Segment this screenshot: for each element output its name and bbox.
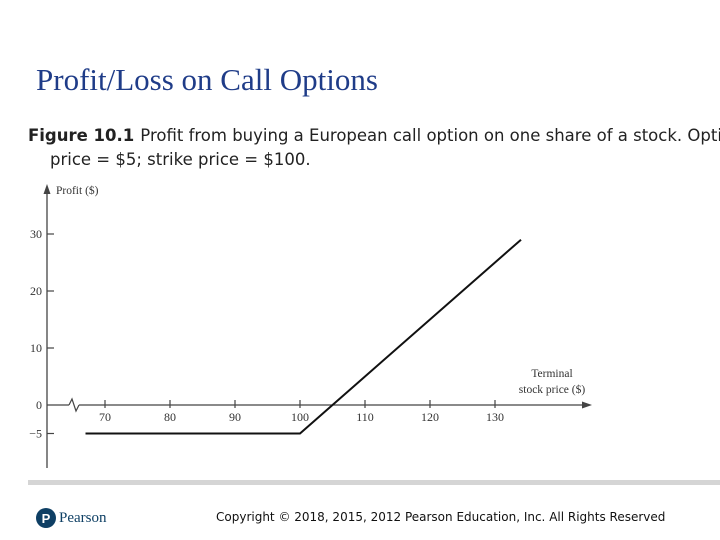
caption-line-2: price = $5; strike price = $100. [50, 150, 311, 169]
y-tick-label: −5 [29, 427, 42, 441]
y-tick-label: 20 [30, 284, 42, 298]
x-tick-label: 70 [99, 410, 111, 424]
profit-line [85, 238, 522, 435]
x-axis-break [68, 397, 80, 413]
pearson-logo: P Pearson [36, 508, 107, 528]
chart-axes [43, 184, 592, 468]
y-tick-label: 0 [36, 398, 42, 412]
x-axis-label-line-2: stock price ($) [519, 383, 586, 396]
pearson-logo-text: Pearson [59, 509, 107, 526]
x-axis-arrow [582, 401, 592, 409]
chart-labels: Profit ($) Terminal stock price ($) [56, 184, 585, 396]
y-tick-label: 10 [30, 341, 42, 355]
x-tick-label: 120 [421, 410, 439, 424]
y-axis-label: Profit ($) [56, 184, 99, 197]
pearson-logo-icon: P [36, 508, 56, 528]
x-tick-label: 130 [486, 410, 504, 424]
footer: P Pearson Copyright © 2018, 2015, 2012 P… [0, 476, 720, 540]
figure-label: Figure 10.1 [28, 126, 135, 145]
figure-caption: Figure 10.1 Profit from buying a European… [28, 125, 720, 169]
x-tick-label: 110 [356, 410, 374, 424]
x-tick-label: 90 [229, 410, 241, 424]
chart-series [85, 238, 522, 435]
slide-title: Profit/Loss on Call Options [36, 62, 378, 97]
copyright-notice: Copyright © 2018, 2015, 2012 Pearson Edu… [216, 510, 666, 524]
x-tick-label: 100 [291, 410, 309, 424]
caption-line-1: Profit from buying a European call optio… [140, 126, 720, 145]
x-tick-label: 80 [164, 410, 176, 424]
y-axis-arrow [43, 184, 51, 194]
x-axis-label-line-1: Terminal [531, 368, 572, 380]
footer-rule [28, 480, 720, 485]
y-tick-label: 30 [30, 227, 42, 241]
